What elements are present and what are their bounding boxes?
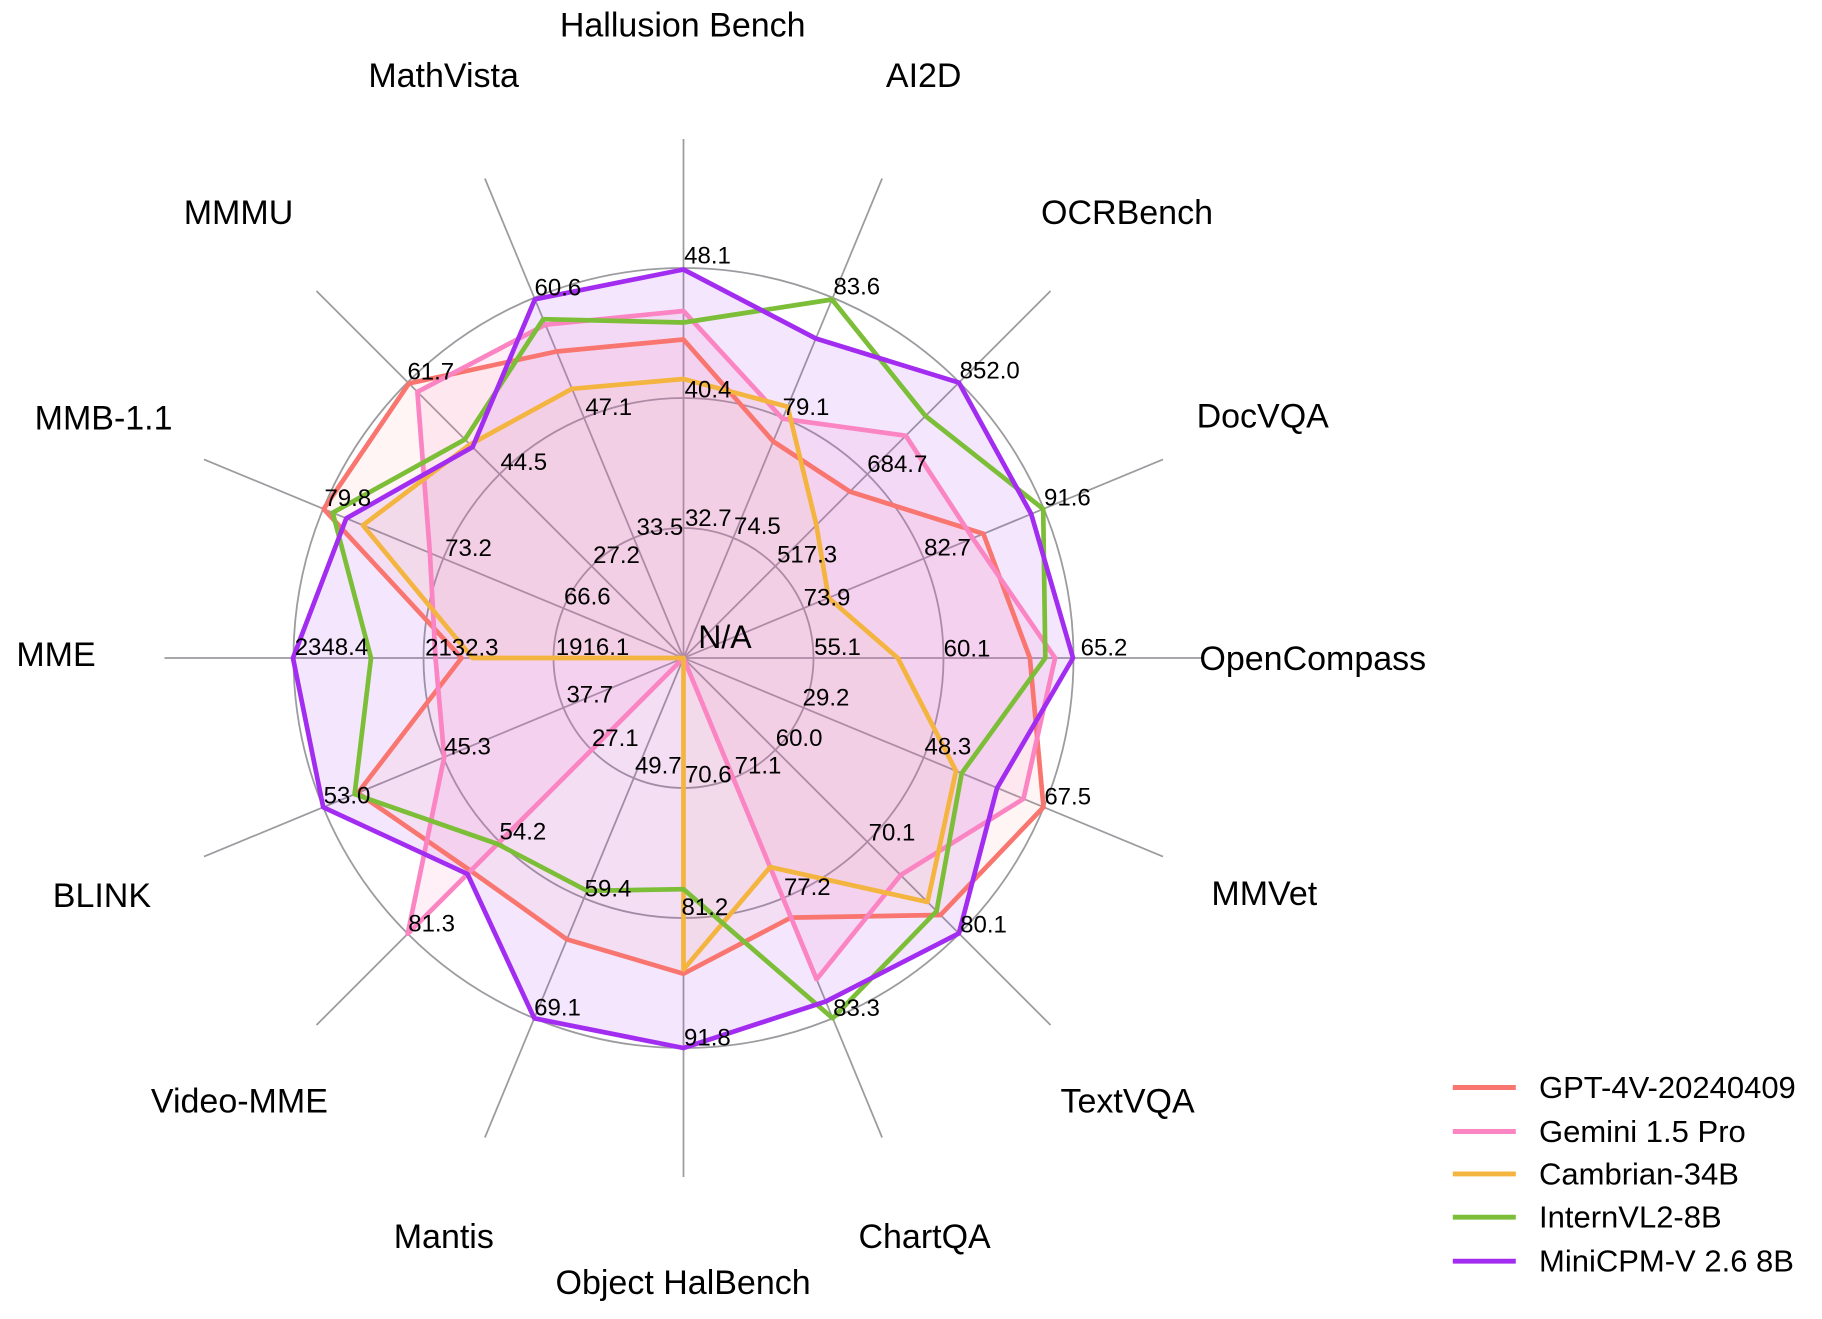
- svg-text:54.2: 54.2: [500, 819, 547, 846]
- svg-text:27.1: 27.1: [592, 725, 639, 752]
- svg-text:MiniCPM-V 2.6 8B: MiniCPM-V 2.6 8B: [1539, 1244, 1794, 1279]
- svg-text:66.6: 66.6: [564, 584, 611, 611]
- svg-text:MMMU: MMMU: [184, 194, 294, 232]
- svg-text:81.3: 81.3: [408, 910, 455, 937]
- svg-text:684.7: 684.7: [867, 451, 927, 478]
- svg-text:BLINK: BLINK: [53, 877, 152, 915]
- svg-text:47.1: 47.1: [585, 394, 632, 421]
- svg-text:79.1: 79.1: [783, 394, 830, 421]
- svg-text:70.1: 70.1: [869, 819, 916, 846]
- svg-text:67.5: 67.5: [1044, 784, 1091, 811]
- svg-text:81.2: 81.2: [682, 894, 729, 921]
- svg-text:69.1: 69.1: [534, 995, 581, 1022]
- svg-text:1916.1: 1916.1: [556, 634, 629, 661]
- svg-text:2132.3: 2132.3: [425, 634, 498, 661]
- svg-text:517.3: 517.3: [777, 541, 837, 568]
- svg-text:29.2: 29.2: [803, 685, 850, 712]
- svg-text:83.6: 83.6: [833, 273, 880, 300]
- svg-text:InternVL2-8B: InternVL2-8B: [1539, 1200, 1722, 1235]
- svg-text:ChartQA: ChartQA: [858, 1218, 991, 1256]
- svg-text:79.8: 79.8: [324, 485, 371, 512]
- svg-text:60.1: 60.1: [944, 635, 991, 662]
- svg-text:DocVQA: DocVQA: [1197, 398, 1330, 436]
- svg-text:55.1: 55.1: [814, 634, 861, 661]
- svg-text:45.3: 45.3: [444, 734, 491, 761]
- svg-text:27.2: 27.2: [593, 542, 640, 569]
- svg-text:Hallusion Bench: Hallusion Bench: [560, 7, 806, 45]
- svg-text:33.5: 33.5: [637, 514, 684, 541]
- svg-text:91.6: 91.6: [1044, 484, 1091, 511]
- svg-text:Object HalBench: Object HalBench: [556, 1264, 811, 1302]
- svg-text:61.7: 61.7: [407, 358, 454, 385]
- svg-text:60.6: 60.6: [535, 274, 582, 301]
- svg-text:49.7: 49.7: [635, 753, 682, 780]
- svg-text:71.1: 71.1: [735, 753, 782, 780]
- svg-text:40.4: 40.4: [685, 376, 732, 403]
- svg-text:70.6: 70.6: [685, 762, 732, 789]
- svg-text:Cambrian-34B: Cambrian-34B: [1539, 1156, 1739, 1191]
- svg-text:TextVQA: TextVQA: [1061, 1083, 1195, 1121]
- svg-text:65.2: 65.2: [1081, 635, 1128, 662]
- svg-text:N/A: N/A: [698, 619, 752, 655]
- svg-text:OCRBench: OCRBench: [1041, 194, 1213, 232]
- svg-text:80.1: 80.1: [960, 912, 1007, 939]
- svg-text:OpenCompass: OpenCompass: [1199, 640, 1426, 678]
- svg-text:48.1: 48.1: [684, 243, 731, 270]
- svg-text:73.9: 73.9: [804, 584, 851, 611]
- svg-text:2348.4: 2348.4: [295, 634, 368, 661]
- svg-text:MMVet: MMVet: [1211, 875, 1317, 913]
- svg-text:91.8: 91.8: [684, 1025, 731, 1052]
- svg-text:83.3: 83.3: [833, 995, 880, 1022]
- svg-text:59.4: 59.4: [585, 876, 632, 903]
- svg-text:MathVista: MathVista: [368, 57, 519, 95]
- svg-text:AI2D: AI2D: [886, 57, 962, 95]
- svg-text:73.2: 73.2: [445, 535, 492, 562]
- svg-text:60.0: 60.0: [776, 725, 823, 752]
- svg-text:77.2: 77.2: [784, 874, 831, 901]
- svg-text:53.0: 53.0: [324, 783, 371, 810]
- svg-text:Mantis: Mantis: [394, 1218, 494, 1256]
- svg-text:37.7: 37.7: [566, 682, 613, 709]
- svg-text:852.0: 852.0: [960, 358, 1020, 385]
- svg-text:32.7: 32.7: [685, 505, 732, 532]
- svg-text:MMB-1.1: MMB-1.1: [35, 400, 173, 438]
- svg-text:82.7: 82.7: [924, 535, 971, 562]
- svg-text:74.5: 74.5: [734, 513, 781, 540]
- svg-text:Gemini 1.5 Pro: Gemini 1.5 Pro: [1539, 1114, 1746, 1149]
- svg-text:44.5: 44.5: [500, 449, 547, 476]
- svg-text:48.3: 48.3: [925, 733, 972, 760]
- svg-text:MME: MME: [16, 636, 95, 674]
- svg-text:Video-MME: Video-MME: [151, 1083, 328, 1121]
- svg-text:GPT-4V-20240409: GPT-4V-20240409: [1539, 1070, 1796, 1105]
